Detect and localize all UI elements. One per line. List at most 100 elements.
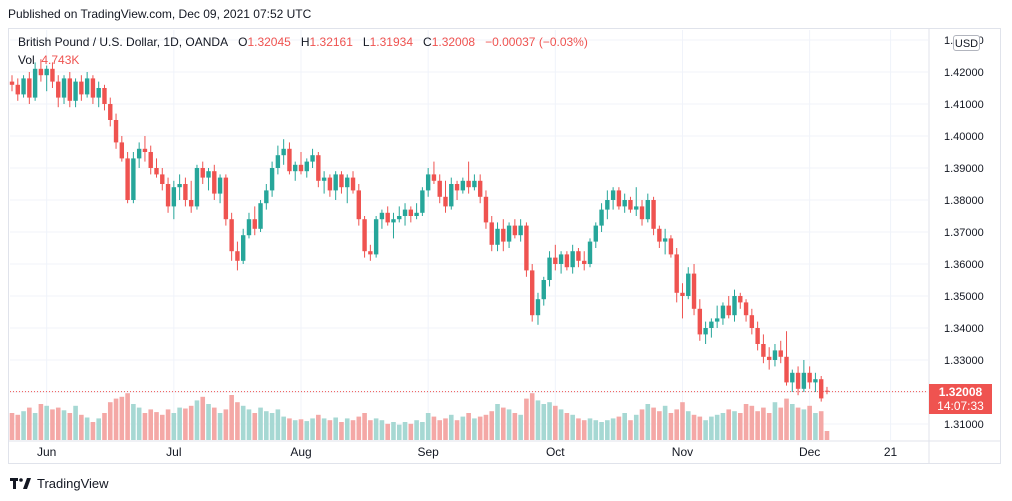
volume-bar <box>27 407 32 440</box>
low-value: 1.31934 <box>369 35 413 49</box>
volume-bar <box>287 418 292 440</box>
volume-bar <box>136 407 142 440</box>
candle-body <box>634 206 639 210</box>
candle-body <box>246 219 252 236</box>
volume-bar <box>425 413 431 440</box>
volume-bar <box>333 417 338 440</box>
volume-value: 4.743K <box>41 53 80 67</box>
candle-body <box>385 212 390 223</box>
volume-bar <box>720 413 726 440</box>
candle-body <box>541 280 546 300</box>
volume-bar <box>645 404 651 440</box>
close-label: C <box>423 35 432 49</box>
volume-bar <box>414 420 419 440</box>
volume-bar <box>217 413 223 440</box>
volume-bar <box>379 420 385 440</box>
candle-body <box>535 299 541 316</box>
y-tick-label: 1.33000 <box>944 355 984 367</box>
candle-body <box>501 228 506 242</box>
volume-bar <box>454 420 460 440</box>
volume-bar <box>206 404 211 440</box>
candle-body <box>113 120 119 143</box>
volume-bar <box>402 422 408 440</box>
volume-bar <box>339 422 344 440</box>
candle-body <box>402 209 408 216</box>
volume-bar <box>489 411 495 440</box>
volume-bar <box>391 422 396 440</box>
volume-bar <box>685 411 691 440</box>
symbol-name: British Pound / U.S. Dollar, 1D, OANDA <box>18 35 229 49</box>
volume-bar <box>443 418 448 440</box>
volume-bar <box>616 416 622 440</box>
volume-bar <box>431 416 437 440</box>
volume-bar <box>420 422 425 440</box>
volume-bar <box>373 418 379 440</box>
volume-bar <box>599 422 604 440</box>
candle-body <box>512 225 518 236</box>
candle-body <box>136 148 142 159</box>
candle-body <box>790 372 795 383</box>
volume-bar <box>298 419 304 440</box>
volume-bar <box>818 411 824 440</box>
volume-bar <box>281 416 286 440</box>
volume-bar <box>790 404 795 440</box>
candle-body <box>766 356 772 360</box>
candle-body <box>304 161 309 172</box>
candle-body <box>275 155 281 168</box>
volume-bar <box>200 396 206 440</box>
candle-body <box>593 225 598 242</box>
candle-body <box>437 180 442 197</box>
candle-body <box>449 184 454 207</box>
volume-bar <box>229 395 234 440</box>
volume-bar <box>714 414 720 440</box>
volume-bar <box>183 408 188 440</box>
volume-label: Vol <box>18 53 35 67</box>
volume-bar <box>304 421 310 440</box>
candle-body <box>368 251 373 255</box>
candle-body <box>50 68 55 82</box>
volume-bar <box>547 402 552 440</box>
candle-body <box>680 292 685 296</box>
volume-bar <box>703 420 708 440</box>
volume-bar <box>778 407 784 440</box>
candle-body <box>431 174 437 181</box>
candle-body <box>316 155 321 181</box>
volume-bar <box>408 423 414 440</box>
last-price-label: 1.32008 14:07:33 <box>929 384 992 414</box>
y-tick-label: 1.31000 <box>944 419 984 431</box>
volume-bar <box>269 413 275 440</box>
candle-body <box>582 260 587 264</box>
volume-bars <box>9 393 830 440</box>
footer[interactable]: TradingView <box>10 476 109 491</box>
volume-bar <box>292 420 298 440</box>
candle-body <box>732 296 737 316</box>
volume-bar <box>148 409 154 440</box>
candle-body <box>518 225 523 236</box>
y-tick-label: 1.36000 <box>944 259 984 271</box>
volume-bar <box>697 416 703 440</box>
candle-body <box>229 219 234 252</box>
candle-body <box>177 184 182 188</box>
high-value: 1.32161 <box>309 35 353 49</box>
x-tick-label: Jun <box>37 445 56 459</box>
candle-body <box>148 152 153 168</box>
candle-body <box>171 187 177 207</box>
tradingview-logo-icon <box>10 477 31 489</box>
volume-bar <box>177 407 182 440</box>
volume-bar <box>726 409 732 440</box>
currency-button[interactable]: USD <box>953 35 980 51</box>
candle-body <box>749 315 755 328</box>
candle-body <box>160 174 165 184</box>
volume-bar <box>639 409 645 440</box>
candle-body <box>102 88 107 104</box>
volume-bar <box>119 396 125 440</box>
candle-body <box>125 158 130 200</box>
volume-bar <box>668 413 674 440</box>
volume-bar <box>512 413 518 440</box>
published-caption: Published on TradingView.com, Dec 09, 20… <box>8 7 312 21</box>
volume-bar <box>587 418 593 440</box>
volume-bar <box>709 416 714 440</box>
volume-bar <box>593 420 599 440</box>
candle-body <box>397 216 402 220</box>
